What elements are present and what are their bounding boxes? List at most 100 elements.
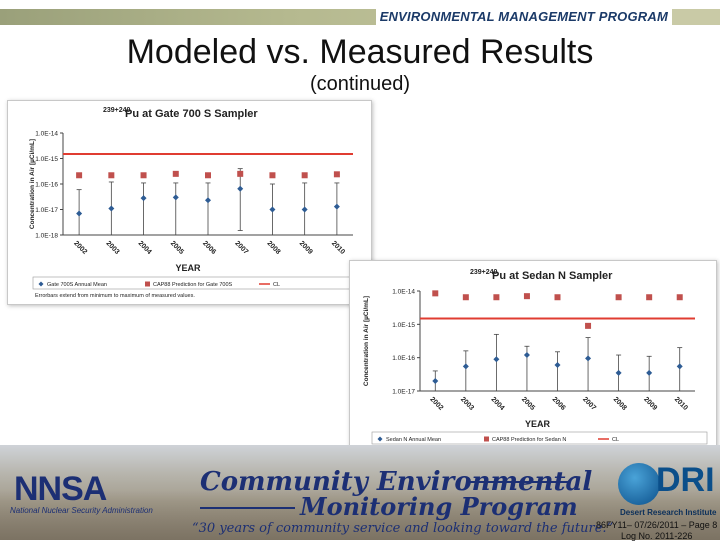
chart-sedan-n: 239+240 Pu at Sedan N Sampler 1.0E-14 1.0E-… — [349, 260, 717, 462]
predicted-point — [269, 172, 276, 179]
predicted-point — [333, 171, 340, 178]
nnsa-logo: NNSA — [14, 470, 107, 508]
measured-point — [140, 195, 147, 202]
measured-point — [205, 197, 211, 204]
legend-entry: Gate 700S Annual Mean — [47, 282, 107, 288]
chart-title-superscript: 239+240 — [470, 269, 498, 276]
legend-marker-predicted — [145, 281, 150, 287]
dri-logo: DRI — [656, 461, 715, 499]
x-tick-label: 2003 — [104, 240, 120, 256]
predicted-point — [205, 172, 211, 179]
slide-subtitle: (continued) — [309, 73, 411, 95]
chart-title: Pu at Sedan N Sampler — [492, 270, 613, 282]
cemp-title-line2: Monitoring Program — [300, 492, 578, 521]
y-tick-label: 1.0E-17 — [35, 207, 58, 214]
measured-point — [108, 205, 115, 212]
measured-point — [301, 206, 308, 213]
legend-entry: CAP88 Prediction for Gate 700S — [153, 282, 233, 288]
measured-point — [237, 185, 244, 192]
measured-point — [676, 363, 683, 370]
measured-point — [76, 210, 83, 217]
y-tick-label: 1.0E-17 — [392, 389, 415, 396]
y-tick-label: 1.0E-14 — [392, 289, 415, 296]
y-tick-label: 1.0E-16 — [35, 182, 58, 189]
x-tick-label: 2009 — [642, 396, 658, 412]
chart-title-superscript: 239+240 — [103, 107, 131, 114]
x-tick-label: 2004 — [137, 240, 153, 256]
page-info-line2: Log No. 2011-226 — [620, 531, 693, 541]
measured-point — [172, 194, 179, 201]
y-tick-label: 1.0E-15 — [35, 156, 58, 163]
measured-point — [333, 203, 340, 210]
predicted-point — [108, 172, 115, 179]
x-tick-label: 2004 — [489, 396, 505, 412]
page-info: 86FY11– 07/26/2011 – Page 8 Log No. 2011… — [596, 520, 717, 542]
footer-landscape — [0, 490, 720, 540]
legend-marker-predicted — [484, 436, 489, 442]
y-axis-label: Concentration in Air [µCi/mL] — [363, 296, 370, 386]
x-axis-label: YEAR — [525, 419, 551, 429]
x-tick-label: 2005 — [520, 396, 536, 412]
x-tick-label: 2007 — [581, 396, 597, 412]
program-banner: ENVIRONMENTAL MANAGEMENT PROGRAM — [375, 9, 672, 25]
measured-point — [462, 363, 469, 370]
chart-gate-700s: 239+240 Pu at Gate 700 S Sampler 1.0E-14 1.… — [7, 100, 372, 305]
predicted-point — [493, 294, 500, 301]
nnsa-name: National Nuclear Security Administration — [10, 506, 153, 515]
measured-point — [432, 377, 439, 384]
footer-banner: NNSA National Nuclear Security Administr… — [0, 445, 720, 540]
legend-marker-measured — [377, 436, 383, 442]
measured-point — [493, 356, 500, 363]
predicted-point — [76, 172, 83, 179]
predicted-point — [585, 322, 592, 329]
y-tick-label: 1.0E-15 — [392, 322, 415, 329]
measured-point — [585, 355, 592, 362]
predicted-point — [523, 293, 530, 300]
x-tick-label: 2006 — [551, 396, 567, 412]
predicted-point — [432, 290, 439, 297]
legend-entry: CAP88 Prediction for Sedan N — [492, 437, 566, 443]
x-tick-label: 2008 — [266, 240, 282, 256]
predicted-point — [615, 294, 622, 301]
predicted-point — [646, 294, 653, 301]
y-tick-label: 1.0E-16 — [392, 355, 415, 362]
x-tick-label: 2010 — [330, 240, 346, 256]
x-tick-label: 2009 — [298, 240, 314, 256]
legend-marker-measured — [38, 281, 44, 287]
predicted-point — [462, 294, 469, 301]
x-tick-label: 2003 — [459, 396, 475, 412]
measured-point — [523, 352, 530, 359]
x-axis-label: YEAR — [175, 263, 201, 273]
y-tick-label: 1.0E-14 — [35, 131, 58, 138]
measured-point — [615, 369, 622, 376]
cemp-rule-1 — [470, 481, 570, 483]
y-axis-label: Concentration in Air [µCi/mL] — [29, 139, 36, 229]
legend-box — [371, 431, 708, 445]
x-tick-label: 2006 — [201, 240, 217, 256]
legend-entry: CL — [612, 437, 619, 443]
legend-entry: Sedan N Annual Mean — [386, 437, 441, 443]
y-tick-label: 1.0E-18 — [35, 233, 58, 240]
legend-entry: CL — [273, 282, 280, 288]
predicted-point — [172, 170, 179, 177]
predicted-point — [237, 170, 244, 177]
measured-point — [646, 369, 653, 376]
chart-title: Pu at Gate 700 S Sampler — [125, 108, 258, 120]
cemp-rule-2 — [200, 507, 295, 509]
x-tick-label: 2008 — [612, 396, 628, 412]
measured-point — [554, 362, 561, 369]
slide-title: Modeled vs. Measured Results — [126, 33, 594, 71]
chart-footnote: Errorbars extend from minimum to maximum… — [35, 293, 195, 299]
dri-globe-icon — [618, 463, 660, 505]
header-bar-cap — [672, 9, 720, 25]
predicted-point — [301, 172, 308, 179]
predicted-point — [676, 294, 683, 301]
measured-point — [269, 206, 276, 213]
predicted-point — [140, 172, 147, 179]
x-tick-label: 2010 — [673, 396, 689, 412]
cemp-slogan: “30 years of community service and looki… — [192, 521, 614, 536]
x-tick-label: 2002 — [72, 240, 88, 256]
x-tick-label: 2002 — [428, 396, 444, 412]
